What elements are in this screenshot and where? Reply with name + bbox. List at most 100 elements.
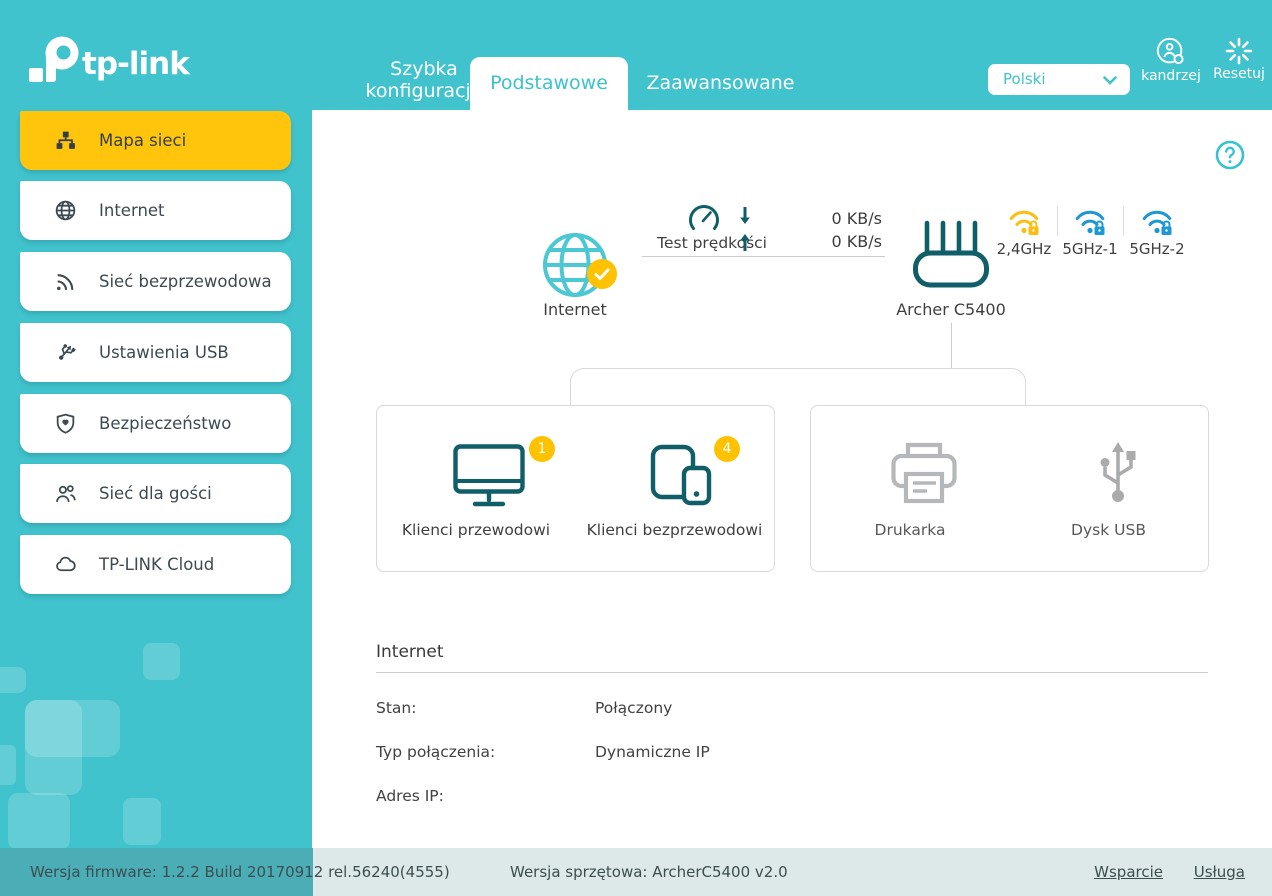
sidebar-item-label: Mapa sieci [99,131,187,150]
sidebar-item-label: TP-LINK Cloud [99,555,215,574]
reset-button[interactable]: Resetuj [1210,36,1268,82]
decor-pixel [0,745,16,785]
footer-teal-strip [0,848,313,896]
router-icon [913,220,989,288]
wan-link-line [642,256,885,257]
sidebar-item-label: Sieć bezprzewodowa [99,272,272,291]
user-name: kandrzej [1141,68,1201,84]
kv-value: Dynamiczne IP [595,743,710,761]
network-map-icon [56,131,75,149]
wired-clients-label: Klienci przewodowi [401,521,551,539]
wifi-lock-icon [1009,210,1039,235]
section-divider [376,672,1208,673]
wireless-clients-count-badge: 4 [714,436,740,462]
band-5ghz-1[interactable] [1073,207,1107,237]
user-menu[interactable]: kandrzej [1140,36,1202,84]
sidebar-item-label: Ustawienia USB [99,343,229,362]
decor-pixel [123,798,161,845]
kv-label: Typ połączenia: [376,743,496,761]
printer-icon [891,442,957,504]
wifi-lock-icon [1142,210,1172,235]
hardware-version: Wersja sprzętowa: ArcherC5400 v2.0 [510,863,788,881]
usb-icon [59,344,76,360]
main-panel: Internet Test prędkości 0 KB/s 0 KB/s [312,110,1272,848]
sidebar-item-label: Bezpieczeństwo [99,414,232,433]
wireless-icon [57,274,74,291]
wired-clients-count-badge: 1 [529,436,555,462]
band-2-4ghz[interactable] [1007,207,1041,237]
footer: Wersja firmware: 1.2.2 Build 20170912 re… [0,848,1272,896]
sidebar-item-security[interactable]: Bezpieczeństwo [20,394,291,453]
support-link[interactable]: Wsparcie [1094,863,1163,881]
cloud-icon [56,556,76,572]
wireless-clients-item[interactable]: 4 Klienci bezprzewodowi [575,406,774,571]
reset-label: Resetuj [1213,66,1265,82]
wired-clients-item[interactable]: 1 Klienci przewodowi [377,406,575,571]
band-label: 5GHz-2 [1129,240,1185,258]
language-value: Polski [1003,70,1046,88]
internet-connected-badge [587,259,617,289]
user-icon [1156,37,1184,65]
speed-test-label: Test prędkości [657,234,767,252]
sidebar-item-usb-settings[interactable]: Ustawienia USB [20,323,291,382]
speedometer-icon [689,205,719,230]
decor-pixel [25,700,82,795]
band-divider [1123,206,1124,236]
tp-link-logo-icon [29,36,79,82]
printer-label: Drukarka [874,521,946,539]
router-drop-line [951,323,952,368]
section-title: Internet [376,642,444,662]
sidebar-item-internet[interactable]: Internet [20,181,291,240]
usb-disk-item[interactable]: Dysk USB [1009,406,1208,571]
decor-pixel [8,793,70,850]
tab-quick-setup[interactable]: Szybka konfiguracja [365,58,483,102]
sidebar-item-wireless[interactable]: Sieć bezprzewodowa [20,252,291,311]
internet-node-label: Internet [543,300,607,319]
printer-item[interactable]: Drukarka [811,406,1009,571]
band-divider [1057,206,1058,236]
clients-bracket [570,368,1026,424]
reset-icon [1225,37,1253,65]
sidebar-item-cloud[interactable]: TP-LINK Cloud [20,535,291,594]
usb-disk-icon [1100,442,1136,502]
wireless-clients-label: Klienci bezprzewodowi [586,521,763,539]
kv-value: Połączony [595,699,673,717]
router-node-label: Archer C5400 [896,300,1006,319]
sidebar-item-network-map[interactable]: Mapa sieci [20,111,291,170]
wifi-lock-icon [1075,210,1105,235]
router-node[interactable] [913,220,989,288]
band-label: 5GHz-1 [1062,240,1118,258]
wireless-clients-icon [650,444,712,506]
clients-box: 1 Klienci przewodowi 4 Klienci bezprzewo… [376,405,775,572]
language-select[interactable]: Polski [988,64,1130,95]
chevron-down-icon [1103,76,1117,85]
sidebar-item-label: Internet [99,201,165,220]
tab-basic[interactable]: Podstawowe [470,57,628,110]
upload-speed-value: 0 KB/s [831,232,882,251]
upload-arrow-icon [740,234,750,251]
shield-icon [56,413,75,434]
guests-icon [56,485,76,503]
usb-disk-label: Dysk USB [1071,521,1146,539]
service-link[interactable]: Usługa [1193,863,1245,881]
band-5ghz-2[interactable] [1140,207,1174,237]
speed-test[interactable]: Test prędkości 0 KB/s 0 KB/s [637,200,887,256]
tp-link-logo: tp-link [20,30,280,96]
sidebar-item-label: Sieć dla gości [99,484,212,503]
sidebar-item-guest-network[interactable]: Sieć dla gości [20,464,291,523]
decor-pixel [143,643,180,680]
help-icon[interactable] [1215,140,1245,170]
firmware-version: Wersja firmware: 1.2.2 Build 20170912 re… [30,863,450,881]
tab-advanced[interactable]: Zaawansowane [646,72,795,94]
band-label: 2,4GHz [996,240,1052,258]
wired-clients-icon [453,444,525,507]
decor-pixel [0,667,26,693]
download-speed-value: 0 KB/s [831,209,882,228]
globe-icon [55,200,76,221]
download-arrow-icon [740,207,750,224]
kv-label: Adres IP: [376,787,444,805]
logo-wordmark: tp-link [82,46,190,82]
kv-label: Stan: [376,699,417,717]
check-icon [594,268,610,280]
